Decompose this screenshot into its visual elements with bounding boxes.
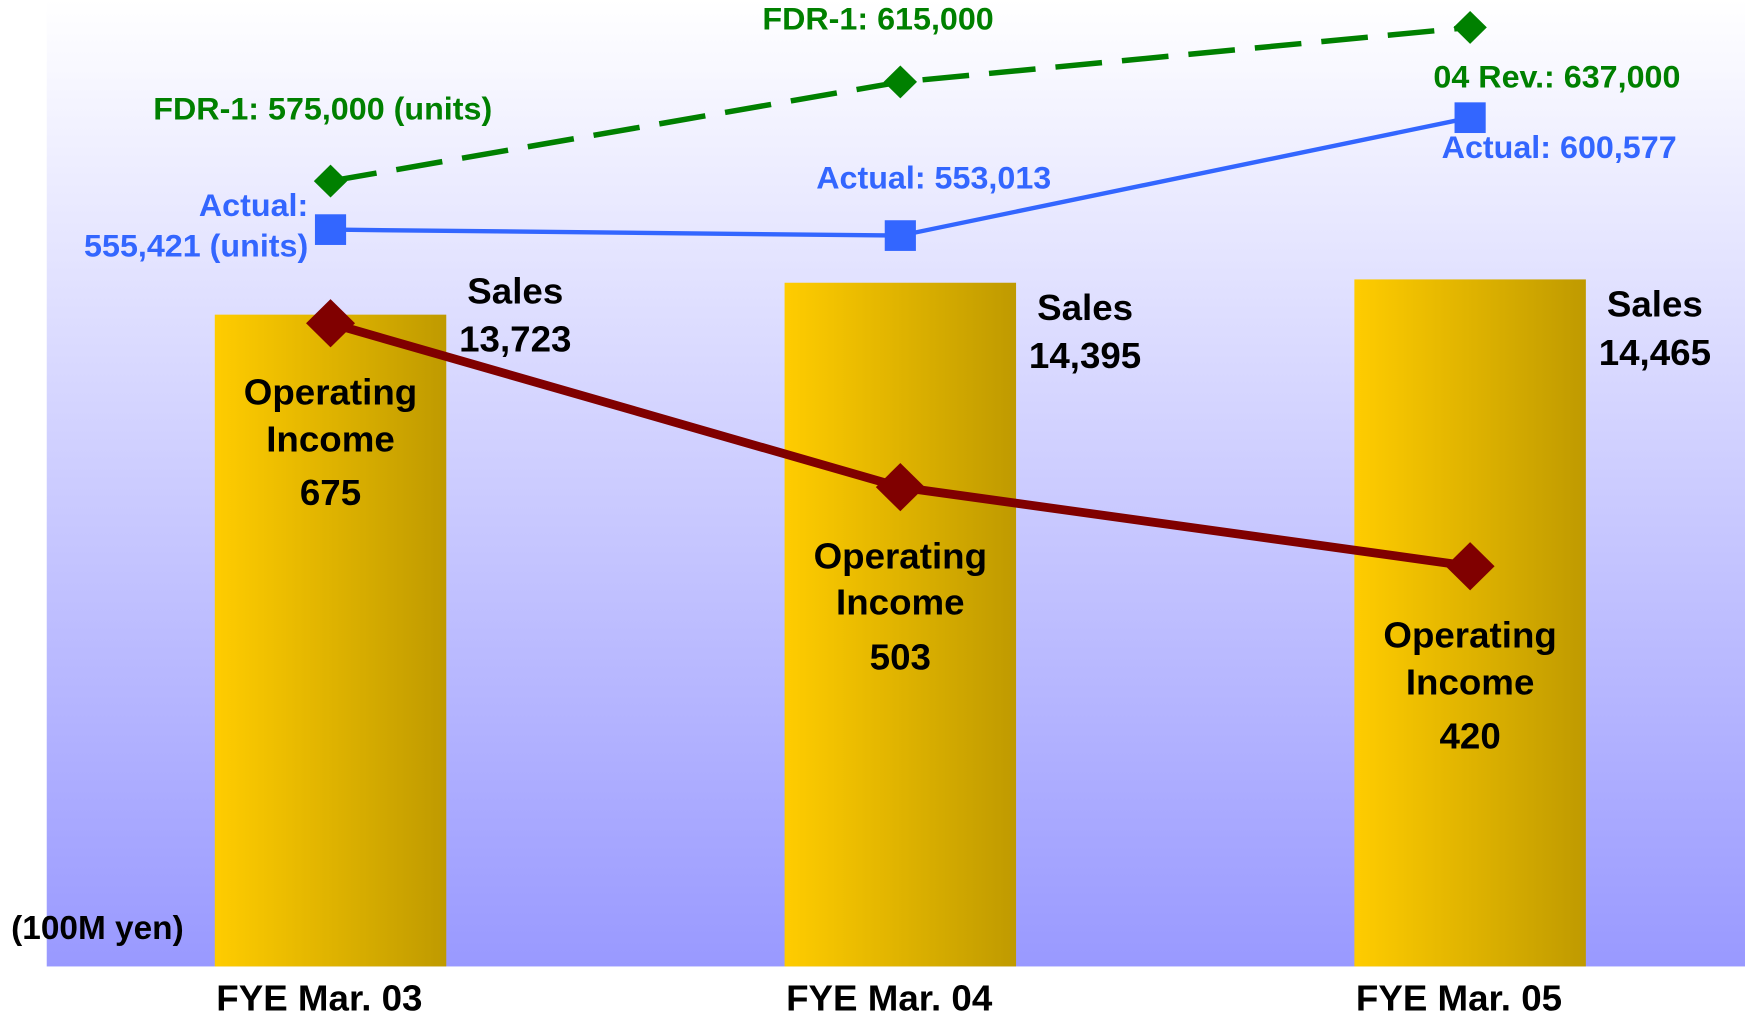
data-label: 04 Rev.: 637,000 bbox=[1433, 60, 1681, 96]
plan-marker bbox=[313, 164, 348, 198]
plan-marker bbox=[1453, 10, 1487, 44]
data-label: FDR-1: 575,000 (units) bbox=[153, 92, 493, 128]
bar bbox=[1354, 279, 1586, 967]
data-label: Actual: 555,421 (units) bbox=[84, 187, 309, 265]
data-label: Actual: 600,577 bbox=[1441, 130, 1677, 166]
series-name: Operating Income bbox=[1383, 614, 1557, 702]
x-tick-label: FYE Mar. 03 bbox=[216, 977, 423, 1018]
series-name: Operating Income bbox=[813, 535, 988, 623]
bar bbox=[214, 314, 447, 967]
series-name: Operating Income bbox=[243, 371, 418, 459]
series-name: Sales bbox=[1037, 287, 1134, 328]
actual-marker bbox=[314, 214, 347, 245]
actual-marker bbox=[884, 220, 916, 251]
data-label: Actual: 553,013 bbox=[816, 161, 1052, 197]
x-tick-label: FYE Mar. 05 bbox=[1355, 977, 1563, 1018]
bar bbox=[784, 282, 1017, 967]
series-name: Sales bbox=[467, 270, 564, 312]
data-label: 13,723 bbox=[459, 319, 572, 360]
data-label: 420 bbox=[1439, 715, 1501, 756]
data-label: 14,395 bbox=[1028, 335, 1142, 376]
data-label: FDR-1: 615,000 bbox=[762, 1, 994, 38]
series-name: Sales bbox=[1606, 283, 1703, 325]
operating-income-marker bbox=[306, 299, 356, 348]
data-label: 503 bbox=[869, 636, 931, 677]
data-label: 675 bbox=[299, 472, 362, 513]
plan-marker bbox=[883, 65, 918, 99]
unit-label: (100M yen) bbox=[11, 910, 184, 947]
actual-marker bbox=[1454, 102, 1486, 134]
x-tick-label: FYE Mar. 04 bbox=[786, 977, 993, 1018]
data-label: 14,465 bbox=[1598, 332, 1712, 373]
